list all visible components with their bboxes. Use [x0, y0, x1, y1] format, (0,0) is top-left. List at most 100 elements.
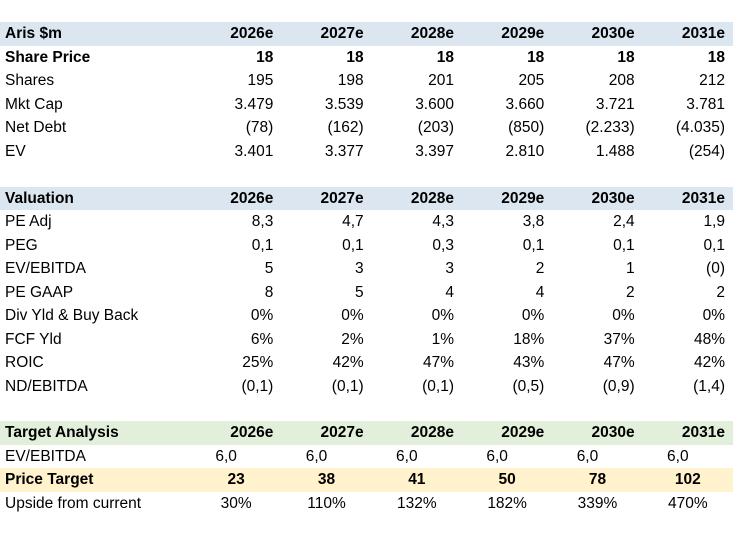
year-header: 2027e — [281, 186, 372, 210]
cell: 2 — [716, 283, 725, 301]
row-label: Price Target — [0, 468, 191, 492]
cell: 2% — [341, 330, 364, 348]
valuation-header-row: Valuation 2026e 2027e 2028e 2029e 2030e … — [0, 186, 733, 210]
cell: 38 — [281, 468, 372, 492]
cell: 195 — [247, 72, 274, 89]
cell: 205 — [518, 72, 545, 89]
cell: 42% — [693, 354, 725, 371]
cell: 4,7 — [342, 213, 364, 230]
cell: 3.660 — [505, 95, 545, 113]
cell: 18 — [617, 48, 635, 66]
cell: 132% — [396, 494, 437, 512]
year-header: 2029e — [461, 421, 553, 445]
cell: (4.035) — [675, 119, 725, 136]
cell: 3.539 — [324, 95, 364, 113]
row-label: Mkt Cap — [5, 95, 63, 113]
cell: 6,0 — [305, 447, 328, 465]
row-label: EV/EBITDA — [5, 260, 86, 277]
cell: 78 — [552, 468, 643, 492]
year-header: 2029e — [461, 22, 553, 46]
cell: 0% — [341, 307, 364, 324]
table-row: Mkt Cap 3.479 3.539 3.600 3.660 3.721 3.781 — [0, 93, 733, 117]
year-header: 2031e — [642, 186, 733, 210]
cell: 0% — [612, 307, 635, 324]
cell: 3 — [355, 260, 364, 277]
cell: 18 — [527, 48, 545, 66]
cell: 2,4 — [613, 213, 635, 230]
year-header: 2026e — [191, 22, 282, 46]
cell: 6,0 — [396, 447, 418, 465]
cell: 1 — [626, 260, 635, 277]
cell: 18 — [436, 48, 454, 66]
market-table: Aris $m 2026e 2027e 2028e 2029e 2030e 20… — [0, 22, 733, 163]
cell: (162) — [327, 119, 364, 136]
year-header: 2030e — [552, 186, 643, 210]
cell: 2 — [626, 283, 635, 301]
table-row: FCF Yld 6% 2% 1% 18% 37% 48% — [0, 328, 733, 352]
cell: 198 — [337, 72, 364, 89]
cell: (1,4) — [693, 377, 725, 395]
cell: 3,8 — [522, 213, 545, 230]
cell: 3.781 — [686, 95, 725, 113]
cell: 6,0 — [486, 447, 508, 465]
cell: 3.397 — [415, 142, 454, 160]
cell: 212 — [699, 72, 725, 89]
row-label: PE GAAP — [5, 283, 74, 301]
row-label: Share Price — [5, 48, 91, 66]
cell: (0,9) — [602, 377, 635, 395]
table-row: ND/EBITDA (0,1) (0,1) (0,1) (0,5) (0,9) (1,4) — [0, 375, 733, 399]
year-header: 2028e — [371, 186, 462, 210]
table-row: Net Debt (78) (162) (203) (850) (2.233) (4.035… — [0, 116, 733, 140]
cell: 3.721 — [595, 95, 635, 113]
cell: 6% — [250, 330, 274, 348]
table-row: EV/EBITDA 5 3 3 2 1 (0) — [0, 257, 733, 281]
cell: 47% — [422, 354, 454, 371]
cell: 470% — [667, 494, 708, 512]
cell: 37% — [603, 330, 635, 348]
year-header: 2028e — [371, 22, 462, 46]
cell: 3.401 — [234, 142, 274, 160]
cell: 4 — [445, 283, 454, 301]
valuation-table: Valuation 2026e 2027e 2028e 2029e 2030e … — [0, 186, 733, 399]
year-header: 2031e — [642, 22, 733, 46]
cell: 43% — [513, 354, 545, 371]
valuation-title: Valuation — [0, 186, 191, 210]
target-title: Target Analysis — [0, 421, 191, 445]
cell: 0,1 — [613, 236, 635, 254]
cell: 1,9 — [703, 213, 725, 230]
row-label: PEG — [5, 236, 38, 254]
row-label: Div Yld & Buy Back — [5, 307, 139, 324]
table-row: PEG 0,1 0,1 0,3 0,1 0,1 0,1 — [0, 234, 733, 258]
year-header: 2028e — [371, 421, 462, 445]
cell: 8 — [264, 283, 274, 301]
row-label: PE Adj — [5, 213, 52, 230]
cell: 0,1 — [522, 236, 545, 254]
cell: 4 — [535, 283, 545, 301]
cell: 2.810 — [505, 142, 545, 160]
table-row: PE GAAP 8 5 4 4 2 2 — [0, 281, 733, 305]
year-header: 2029e — [461, 186, 553, 210]
cell: (0,1) — [241, 377, 274, 395]
target-multiple-row: EV/EBITDA 6,0 6,0 6,0 6,0 6,0 6,0 — [0, 445, 733, 469]
cell: 48% — [693, 330, 725, 348]
cell: 3 — [445, 260, 454, 277]
cell: (78) — [245, 119, 274, 136]
cell: 47% — [603, 354, 635, 371]
row-label: EV — [5, 142, 26, 160]
cell: 6,0 — [667, 447, 689, 465]
cell: 4,3 — [432, 213, 454, 230]
cell: (0,1) — [422, 377, 454, 395]
cell: (850) — [508, 119, 545, 136]
table-row: ROIC 25% 42% 47% 43% 47% 42% — [0, 351, 733, 375]
cell: 0% — [702, 307, 725, 324]
row-label: ND/EBITDA — [5, 377, 88, 395]
cell: 3.377 — [324, 142, 364, 160]
row-label: ROIC — [5, 354, 44, 371]
cell: 3.600 — [415, 95, 454, 113]
cell: 1% — [431, 330, 454, 348]
cell: 0,3 — [432, 236, 454, 254]
row-label: FCF Yld — [5, 330, 62, 348]
row-label: Upside from current — [5, 494, 142, 512]
cell: 0% — [250, 307, 274, 324]
cell: 5 — [264, 260, 274, 277]
